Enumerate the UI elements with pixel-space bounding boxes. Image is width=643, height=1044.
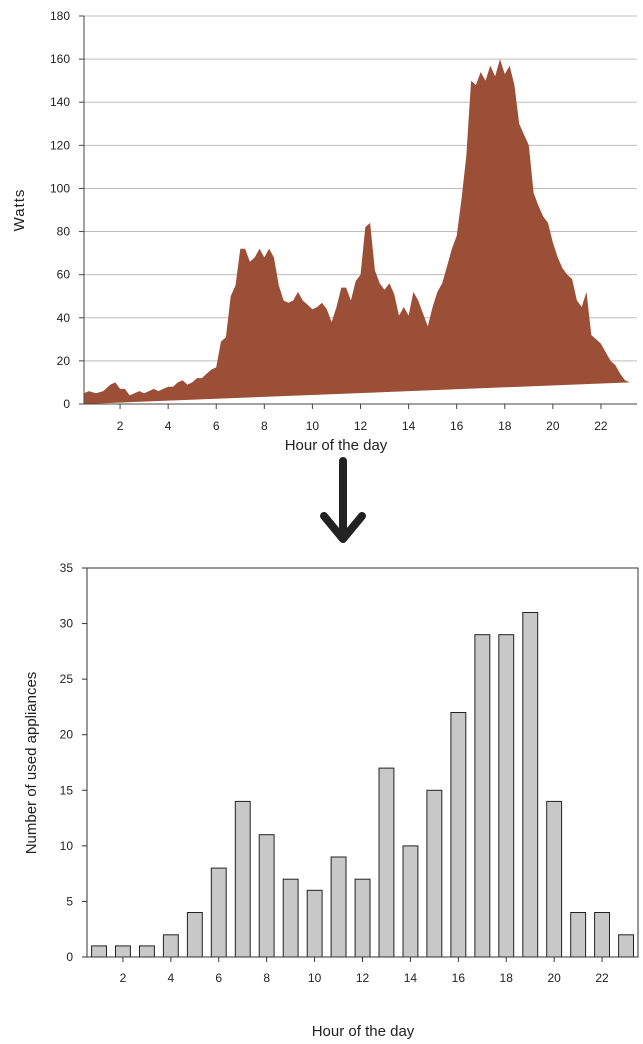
- axes: [79, 15, 637, 409]
- bar: [186, 912, 203, 958]
- y-tick-label: 60: [57, 268, 71, 282]
- bar: [426, 789, 443, 958]
- y-tick-label: 0: [63, 397, 70, 411]
- x-tick-label: 4: [165, 419, 172, 433]
- x-tick-label: 16: [450, 419, 464, 433]
- bar: [282, 878, 299, 958]
- y-tick-label: 15: [60, 783, 74, 797]
- y-tick-label: 40: [57, 311, 71, 325]
- y-tick-label: 180: [50, 9, 70, 23]
- appliances-bar-chart: 0 5 10 15 20 25 30 35 2 4 6 8 10 12 14 16 18 20 22 Hour o…: [23, 561, 639, 1040]
- x-axis-label: Hour of the day: [312, 1023, 415, 1040]
- x-tick-label: 6: [213, 419, 220, 433]
- x-tick-label: 18: [498, 419, 512, 433]
- bar: [474, 634, 491, 958]
- x-tick-label: 20: [546, 419, 560, 433]
- grid-lines: [84, 15, 637, 362]
- bar: [450, 712, 467, 958]
- x-tick-label: 8: [263, 971, 270, 985]
- down-arrow-icon: [320, 457, 366, 543]
- y-tick-label: 30: [60, 617, 74, 631]
- x-tick-label: 22: [595, 971, 609, 985]
- x-tick-label: 2: [117, 419, 124, 433]
- bar: [498, 634, 515, 958]
- x-tick-label: 4: [168, 971, 175, 985]
- bar: [618, 934, 634, 958]
- y-tick-labels: 0 20 40 60 80 100 120 140 160 180: [50, 9, 70, 411]
- x-tick-label: 18: [500, 971, 514, 985]
- bar: [115, 945, 131, 958]
- x-tick-labels: 2 4 6 8 10 12 14 16 18 20 22: [120, 957, 609, 985]
- x-tick-label: 14: [402, 419, 416, 433]
- bar: [91, 945, 107, 958]
- watts-area: [84, 59, 630, 404]
- x-tick-label: 16: [452, 971, 466, 985]
- bar: [594, 912, 610, 958]
- bar: [330, 856, 347, 958]
- y-axis-label: Watts: [11, 189, 28, 232]
- y-tick-label: 10: [60, 839, 74, 853]
- bar: [258, 834, 275, 958]
- x-tick-label: 12: [356, 971, 370, 985]
- y-tick-label: 35: [60, 561, 74, 575]
- x-tick-label: 10: [306, 419, 320, 433]
- y-tick-labels: 0 5 10 15 20 25 30 35: [60, 561, 87, 964]
- x-tick-label: 10: [308, 971, 322, 985]
- x-tick-label: 22: [594, 419, 608, 433]
- y-tick-label: 140: [50, 95, 70, 109]
- y-tick-label: 5: [66, 894, 73, 908]
- y-tick-label: 25: [60, 672, 74, 686]
- bar: [210, 867, 227, 958]
- y-tick-label: 100: [50, 181, 70, 195]
- x-tick-label: 6: [215, 971, 222, 985]
- x-tick-label: 14: [404, 971, 418, 985]
- bar: [306, 889, 323, 958]
- bar: [570, 912, 587, 958]
- x-tick-label: 20: [547, 971, 561, 985]
- x-tick-label: 8: [261, 419, 268, 433]
- y-tick-label: 0: [66, 950, 73, 964]
- bar: [402, 845, 419, 958]
- bar: [546, 800, 563, 958]
- bar: [378, 767, 395, 958]
- y-tick-label: 120: [50, 138, 70, 152]
- bar: [162, 934, 179, 958]
- y-tick-label: 160: [50, 52, 70, 66]
- y-tick-label: 20: [57, 354, 71, 368]
- x-tick-label: 12: [354, 419, 368, 433]
- bars: [91, 612, 634, 958]
- x-axis-label: Hour of the day: [285, 437, 388, 454]
- bar: [234, 800, 251, 958]
- bar: [139, 945, 155, 958]
- y-tick-label: 80: [57, 225, 71, 239]
- bar: [354, 878, 371, 958]
- x-tick-labels: 2 4 6 8 10 12 14 16 18 20 22: [117, 419, 608, 433]
- bar: [522, 612, 539, 958]
- y-axis-label: Number of used appliances: [23, 672, 40, 855]
- x-tick-label: 2: [120, 971, 127, 985]
- y-tick-label: 20: [60, 728, 74, 742]
